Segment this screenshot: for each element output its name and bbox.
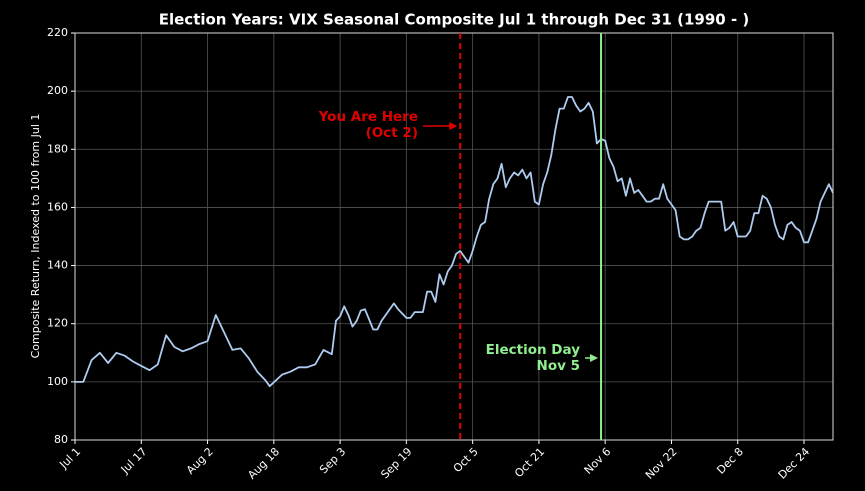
chart-title: Election Years: VIX Seasonal Composite J… xyxy=(159,11,750,29)
y-tick-label: 200 xyxy=(47,84,68,97)
y-tick-label: 120 xyxy=(47,317,68,330)
annotation: Nov 5 xyxy=(537,358,580,374)
annotation: Election Day xyxy=(486,342,581,358)
arrow-head xyxy=(590,354,599,362)
y-tick-label: 220 xyxy=(47,26,68,39)
arrow-head xyxy=(449,122,458,130)
data-line xyxy=(75,96,834,388)
y-tick-label: 180 xyxy=(47,142,68,155)
y-axis-label: Composite Return, Indexed to 100 from Ju… xyxy=(29,114,42,359)
y-tick-label: 80 xyxy=(54,433,68,446)
y-tick-label: 160 xyxy=(47,200,68,213)
y-tick-label: 100 xyxy=(47,375,68,388)
plot-frame xyxy=(74,32,834,441)
annotation: You Are Here xyxy=(318,109,418,125)
y-tick-label: 140 xyxy=(47,259,68,272)
annotation: (Oct 2) xyxy=(366,125,418,141)
